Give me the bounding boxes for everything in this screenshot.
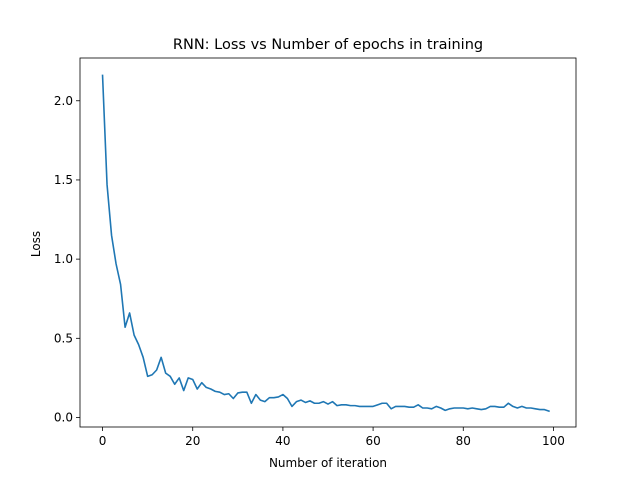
y-tick-label: 1.0: [54, 252, 73, 266]
y-axis-label: Loss: [29, 231, 43, 257]
x-axis: 0 20 40 60 80 100: [99, 427, 565, 448]
axes-frame: [79, 57, 577, 428]
x-tick-label: 100: [542, 434, 565, 448]
x-axis-label: Number of iteration: [269, 456, 387, 470]
x-tick-label: 20: [185, 434, 200, 448]
x-tick-label: 0: [99, 434, 107, 448]
y-tick-label: 0.5: [54, 331, 73, 345]
chart-title: RNN: Loss vs Number of epochs in trainin…: [173, 37, 483, 53]
plot-area: [79, 57, 577, 428]
y-axis: 0.0 0.5 1.0 1.5 2.0: [54, 94, 80, 424]
x-tick-label: 40: [275, 434, 290, 448]
y-tick-label: 2.0: [54, 94, 73, 108]
x-tick-label: 60: [365, 434, 380, 448]
x-tick-label: 80: [456, 434, 471, 448]
loss-series-line: [101, 74, 550, 413]
y-tick-label: 1.5: [54, 173, 73, 187]
y-tick-label: 0.0: [54, 410, 73, 424]
